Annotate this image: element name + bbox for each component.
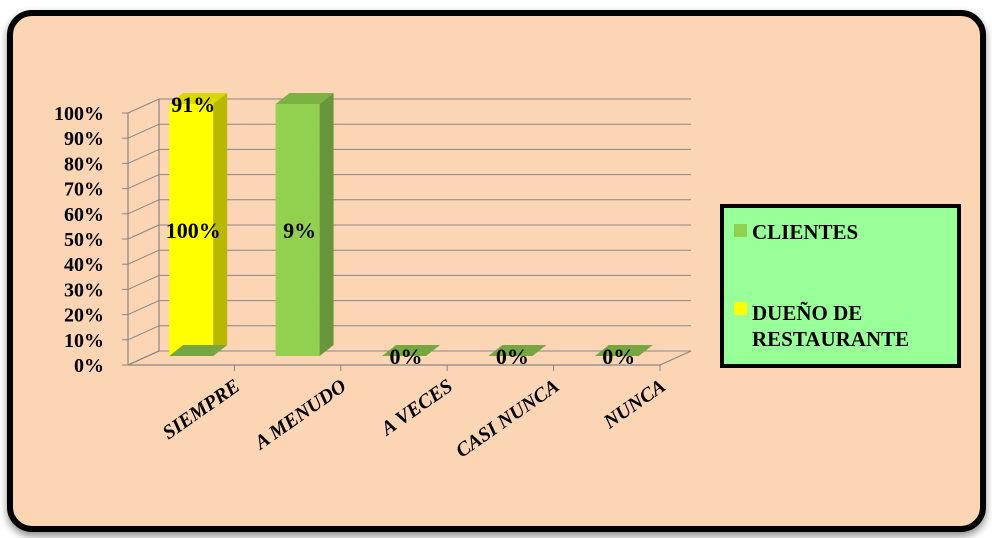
data-label: 91% bbox=[171, 92, 215, 117]
gridline-diagonal bbox=[127, 199, 160, 215]
bar-flat-1-4 bbox=[594, 345, 653, 356]
legend-label-dueno-line2: RESTAURANTE bbox=[752, 327, 909, 351]
bar-top-0-0 bbox=[169, 93, 228, 104]
gridline-diagonal bbox=[127, 325, 160, 341]
gridlines bbox=[122, 98, 691, 371]
gridline-diagonal bbox=[127, 249, 160, 265]
legend-label-dueno-line1: DUEÑO DE bbox=[752, 301, 862, 325]
y-tick-label: 100% bbox=[54, 103, 104, 125]
bars bbox=[169, 93, 653, 356]
data-labels: 100% 91% 9% 0% 0% 0% bbox=[166, 92, 636, 369]
data-label: 0% bbox=[496, 344, 529, 369]
legend-swatch-clientes bbox=[734, 224, 747, 237]
gridline-diagonal bbox=[127, 224, 160, 240]
legend: CLIENTES DUEÑO DE RESTAURANTE bbox=[720, 204, 961, 368]
data-label: 0% bbox=[390, 344, 423, 369]
bar-flat-1-3 bbox=[488, 345, 547, 356]
gridline-diagonal bbox=[127, 274, 160, 290]
legend-swatch-dueno bbox=[734, 302, 747, 315]
y-tick-label: 10% bbox=[64, 330, 104, 352]
gridline-diagonal bbox=[127, 350, 160, 366]
bar-side-0-0 bbox=[213, 93, 228, 356]
legend-box bbox=[720, 204, 961, 368]
y-tick-label: 20% bbox=[64, 305, 104, 327]
y-tick-label: 60% bbox=[64, 204, 104, 226]
gridline-diagonal bbox=[127, 300, 160, 316]
gridline-diagonal bbox=[127, 148, 160, 164]
gridline-diagonal bbox=[127, 174, 160, 190]
floor-right-edge bbox=[659, 350, 692, 366]
chart-frame bbox=[7, 10, 986, 532]
y-axis-tick-labels: 0% 10% 20% 30% 40% 50% 60% 70% 80% 90% 100% bbox=[54, 103, 104, 377]
legend-label-dueno: DUEÑO DE RESTAURANTE bbox=[752, 301, 909, 351]
y-tick-label: 30% bbox=[64, 279, 104, 301]
bar-top-1-1 bbox=[275, 93, 334, 104]
bar-flat-1-0 bbox=[169, 345, 228, 356]
data-label: 9% bbox=[283, 218, 316, 243]
gridline-diagonal bbox=[127, 98, 160, 114]
y-tick-label: 40% bbox=[64, 254, 104, 276]
y-tick-label: 80% bbox=[64, 153, 104, 175]
bar-flat-1-2 bbox=[382, 345, 440, 356]
gridline-diagonal bbox=[127, 123, 160, 139]
bar-1-1 bbox=[275, 104, 320, 356]
y-tick-label: 50% bbox=[64, 229, 104, 251]
y-tick-label: 70% bbox=[64, 179, 104, 201]
bar-0-0 bbox=[169, 104, 214, 356]
data-label: 0% bbox=[602, 344, 635, 369]
y-tick-label: 90% bbox=[64, 128, 104, 150]
bar-side-1-1 bbox=[319, 93, 334, 356]
y-tick-label: 0% bbox=[74, 355, 104, 377]
data-label: 100% bbox=[166, 218, 221, 243]
legend-label-clientes: CLIENTES bbox=[752, 220, 858, 244]
